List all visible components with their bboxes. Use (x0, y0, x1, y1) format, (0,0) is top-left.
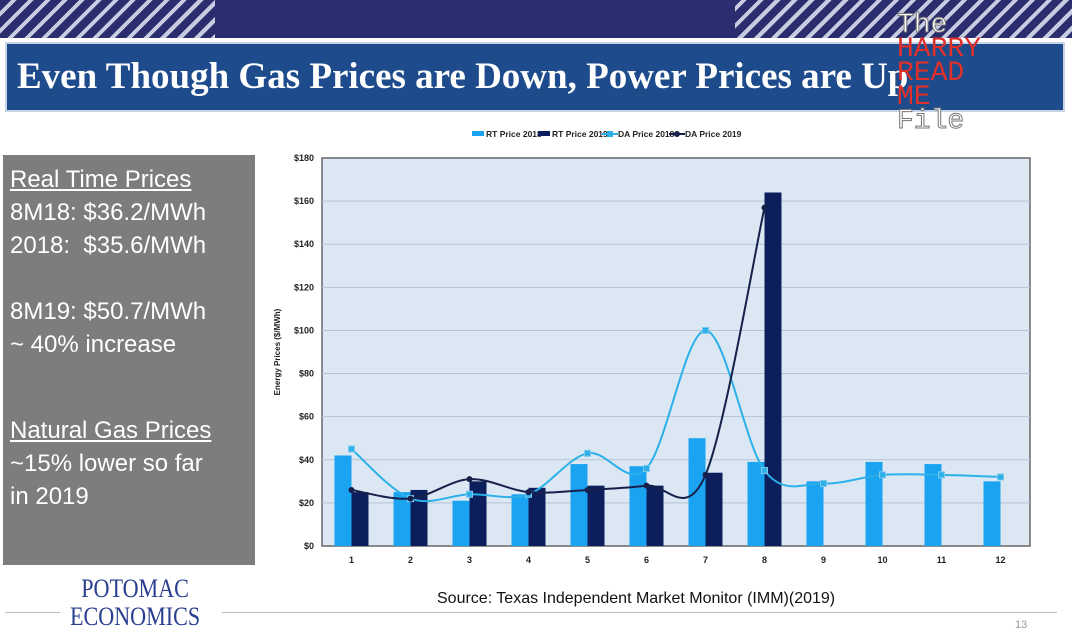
bar-rt-price-2018 (334, 455, 352, 546)
bar-rt-price-2019 (705, 472, 723, 546)
watermark-line: The (896, 10, 948, 41)
y-tick-label: $20 (299, 498, 314, 508)
x-tick-label: 5 (585, 555, 590, 565)
bar-rt-price-2018 (688, 438, 706, 546)
footer-divider (222, 612, 1057, 613)
legend-swatch (538, 131, 550, 136)
marker-line-da-price-2019 (761, 204, 768, 211)
legend-label: DA Price 2018 (618, 129, 675, 139)
x-tick-label: 12 (995, 555, 1005, 565)
marker-line-da-price-2018 (820, 479, 827, 487)
y-tick-label: $60 (299, 412, 314, 422)
legend-label: DA Price 2019 (685, 129, 742, 139)
gas-heading: Natural Gas Prices (10, 417, 212, 444)
slide-title: Even Though Gas Prices are Down, Power P… (5, 42, 1065, 112)
y-tick-label: $160 (294, 196, 314, 206)
watermark-logo: The HARRY READ ME File (896, 10, 982, 137)
source-note: Source: Texas Independent Market Monitor… (437, 590, 836, 607)
x-tick-label: 10 (877, 555, 887, 565)
marker-line-da-price-2019 (643, 482, 650, 489)
price-chart: $0 $20 $40 $60 $80 $100 $120 $140 $160 $180 Energy… (273, 129, 1031, 565)
marker-line-da-price-2018 (348, 445, 355, 453)
bar-rt-price-2019 (528, 487, 546, 546)
bar-rt-price-2018 (629, 466, 647, 546)
legend-marker (674, 131, 680, 137)
bar-rt-price-2019 (351, 492, 369, 546)
rt-line: 8M19: $50.7/MWh (10, 298, 207, 325)
marker-line-da-price-2019 (584, 486, 591, 493)
plot-area (321, 157, 1031, 547)
legend-marker (607, 131, 613, 137)
x-tick-label: 9 (821, 555, 826, 565)
bar-rt-price-2019 (587, 485, 605, 546)
bar-rt-price-2018 (452, 500, 470, 546)
bar-rt-price-2018 (747, 461, 765, 546)
y-tick-label: $80 (299, 369, 314, 379)
marker-line-da-price-2018 (879, 471, 886, 479)
bar-rt-price-2018 (806, 481, 824, 546)
bar-rt-price-2019 (646, 485, 664, 546)
watermark-line: HARRY (897, 34, 982, 65)
legend-swatch (472, 131, 484, 136)
marker-line-da-price-2018 (938, 471, 945, 479)
top-banner-center (215, 0, 735, 38)
rt-heading: Real Time Prices (10, 166, 192, 193)
marker-line-da-price-2018 (702, 326, 709, 334)
summary-panel: Real Time Prices 8M18: $36.2/MWh 2018: $… (3, 155, 255, 565)
rt-line: 8M18: $36.2/MWh (10, 199, 207, 226)
marker-line-da-price-2019 (525, 489, 532, 496)
gas-line: in 2019 (10, 483, 89, 510)
y-axis-label: Energy Prices ($/MWh) (273, 308, 282, 395)
bar-rt-price-2018 (570, 464, 588, 546)
marker-line-da-price-2019 (407, 495, 414, 502)
y-tick-label: $180 (294, 153, 314, 163)
x-tick-label: 11 (937, 555, 947, 565)
marker-line-da-price-2019 (466, 476, 473, 483)
y-tick-label: $100 (294, 325, 314, 335)
bar-rt-price-2018 (511, 494, 529, 546)
watermark-line: READ (897, 58, 965, 89)
potomac-economics-logo: POTOMAC ECONOMICS (70, 575, 200, 631)
rt-line: 2018: $35.6/MWh (10, 232, 207, 259)
bar-rt-price-2018 (393, 492, 411, 546)
page-number: 13 (1015, 619, 1028, 631)
bar-rt-price-2018 (865, 461, 883, 546)
logo-line: POTOMAC (81, 574, 189, 603)
x-tick-label: 6 (644, 555, 649, 565)
bar-rt-price-2019 (410, 489, 428, 546)
footer-divider (5, 612, 60, 613)
legend-label: RT Price 2019 (552, 129, 608, 139)
marker-line-da-price-2018 (997, 473, 1004, 481)
marker-line-da-price-2018 (643, 464, 650, 472)
logo-line: ECONOMICS (70, 602, 201, 631)
y-tick-label: $140 (294, 239, 314, 249)
y-tick-label: $40 (299, 455, 314, 465)
legend-label: RT Price 2018 (486, 129, 542, 139)
bar-rt-price-2019 (469, 481, 487, 546)
x-tick-label: 2 (408, 555, 413, 565)
marker-line-da-price-2019 (702, 471, 709, 478)
bar-rt-price-2019 (764, 192, 782, 546)
bar-rt-price-2018 (924, 464, 942, 546)
watermark-line: ME (897, 82, 931, 113)
x-tick-label: 7 (703, 555, 708, 565)
gas-line: ~15% lower so far (10, 450, 203, 477)
rt-line: ~ 40% increase (10, 331, 177, 358)
marker-line-da-price-2018 (466, 490, 473, 498)
x-tick-label: 1 (349, 555, 354, 565)
y-tick-label: $120 (294, 282, 314, 292)
marker-line-da-price-2019 (348, 486, 355, 493)
y-tick-label: $0 (304, 541, 314, 551)
bar-rt-price-2018 (983, 481, 1001, 546)
x-tick-label: 3 (467, 555, 472, 565)
x-tick-label: 4 (526, 555, 531, 565)
marker-line-da-price-2018 (584, 449, 591, 457)
watermark-line: File (896, 106, 965, 137)
x-tick-label: 8 (762, 555, 767, 565)
marker-line-da-price-2018 (761, 467, 768, 475)
